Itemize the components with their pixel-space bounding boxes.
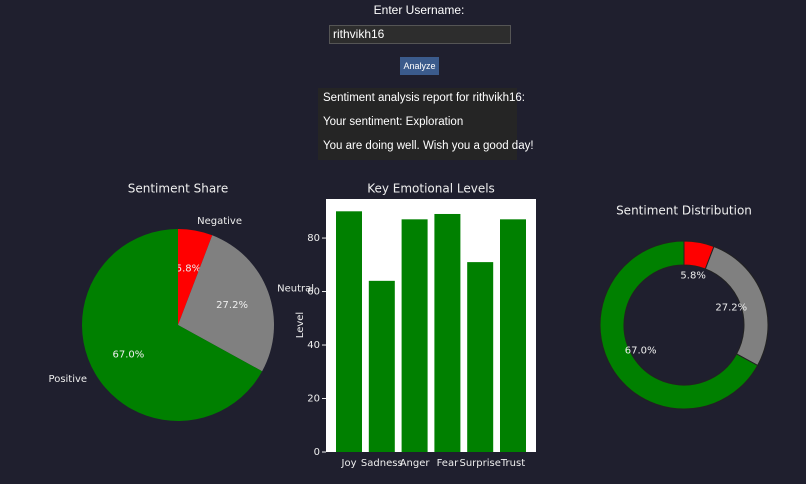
report-line: You are doing well. Wish you a good day! bbox=[323, 140, 534, 152]
bar bbox=[500, 219, 526, 452]
bar bbox=[434, 213, 461, 452]
bar bbox=[368, 280, 395, 452]
slice bbox=[178, 229, 213, 325]
value-label: 27.2% bbox=[216, 300, 248, 311]
slice-label: Negative bbox=[197, 216, 242, 227]
chart-title: Sentiment Share bbox=[128, 182, 228, 196]
analyze-button[interactable]: Analyze bbox=[400, 57, 439, 75]
slice bbox=[599, 240, 759, 410]
report: Sentiment analysis report for rithvikh16… bbox=[318, 88, 534, 160]
report-line: Sentiment analysis report for rithvikh16… bbox=[323, 92, 525, 104]
value-label: 67.0% bbox=[113, 349, 145, 360]
value-label: 5.8% bbox=[176, 263, 201, 274]
y-tick-label: 80 bbox=[307, 233, 320, 244]
chart-title: Key Emotional Levels bbox=[367, 182, 495, 196]
bar bbox=[467, 262, 494, 452]
bar bbox=[401, 219, 428, 452]
x-tick-label: Joy bbox=[341, 458, 357, 469]
username-input[interactable]: rithvikh16 bbox=[329, 25, 511, 44]
y-tick-label: 60 bbox=[307, 287, 320, 298]
y-tick-label: 40 bbox=[307, 340, 320, 351]
slice-label: Neutral bbox=[277, 284, 314, 295]
report-line: Your sentiment: Exploration bbox=[323, 116, 464, 128]
value-label: 5.8% bbox=[680, 270, 705, 281]
chart-title: Sentiment Distribution bbox=[616, 204, 752, 218]
value-label: 67.0% bbox=[625, 346, 657, 357]
slice-label: Positive bbox=[49, 374, 88, 385]
y-axis-label: Level bbox=[295, 312, 306, 338]
x-tick-label: Anger bbox=[400, 458, 431, 469]
slice bbox=[178, 235, 274, 372]
x-tick-label: Trust bbox=[500, 458, 525, 469]
username-label: Enter Username: bbox=[373, 3, 465, 17]
slice bbox=[81, 229, 263, 422]
value-label: 27.2% bbox=[715, 303, 747, 314]
bar bbox=[336, 211, 362, 452]
x-tick-label: Fear bbox=[437, 458, 459, 469]
x-tick-label: Sadness bbox=[361, 458, 403, 469]
y-tick-label: 20 bbox=[307, 394, 320, 405]
y-tick-label: 0 bbox=[314, 447, 320, 458]
x-tick-label: Surprise bbox=[459, 458, 500, 469]
